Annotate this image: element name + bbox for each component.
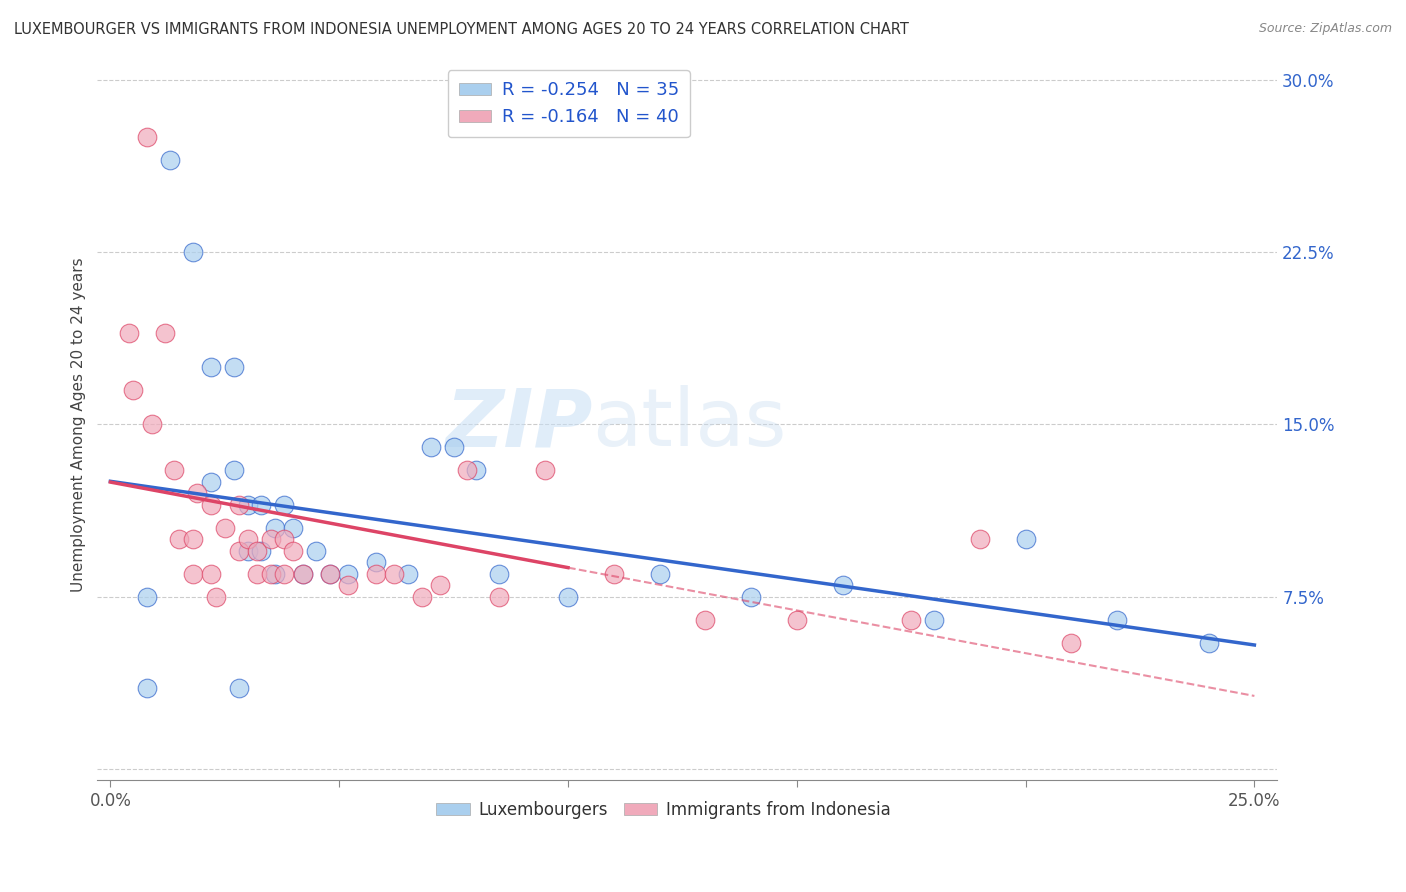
Point xyxy=(246,543,269,558)
Point xyxy=(181,566,204,581)
Point xyxy=(465,463,488,477)
Point xyxy=(236,543,259,558)
Point xyxy=(337,566,360,581)
Point xyxy=(488,566,510,581)
Point xyxy=(534,463,557,477)
Point xyxy=(118,326,141,340)
Point xyxy=(214,521,236,535)
Point xyxy=(396,566,419,581)
Point xyxy=(264,521,287,535)
Point xyxy=(1198,635,1220,649)
Point xyxy=(181,245,204,260)
Point xyxy=(456,463,478,477)
Point xyxy=(900,613,922,627)
Point xyxy=(222,359,245,374)
Point xyxy=(236,498,259,512)
Legend: Luxembourgers, Immigrants from Indonesia: Luxembourgers, Immigrants from Indonesia xyxy=(430,794,897,825)
Point xyxy=(228,543,250,558)
Point xyxy=(250,498,273,512)
Point xyxy=(264,566,287,581)
Text: Source: ZipAtlas.com: Source: ZipAtlas.com xyxy=(1258,22,1392,36)
Point xyxy=(186,486,208,500)
Point xyxy=(291,566,314,581)
Point xyxy=(443,441,465,455)
Point xyxy=(319,566,342,581)
Point xyxy=(382,566,405,581)
Point xyxy=(557,590,579,604)
Point xyxy=(236,532,259,546)
Point xyxy=(228,498,250,512)
Point xyxy=(204,590,226,604)
Text: atlas: atlas xyxy=(592,385,787,464)
Point xyxy=(648,566,671,581)
Point xyxy=(122,383,145,397)
Point xyxy=(488,590,510,604)
Point xyxy=(922,613,945,627)
Point xyxy=(831,578,853,592)
Point xyxy=(250,543,273,558)
Text: ZIP: ZIP xyxy=(446,385,592,464)
Point xyxy=(200,498,222,512)
Point xyxy=(259,566,281,581)
Point xyxy=(222,463,245,477)
Point xyxy=(283,521,305,535)
Point xyxy=(136,681,159,696)
Point xyxy=(167,532,190,546)
Text: LUXEMBOURGER VS IMMIGRANTS FROM INDONESIA UNEMPLOYMENT AMONG AGES 20 TO 24 YEARS: LUXEMBOURGER VS IMMIGRANTS FROM INDONESI… xyxy=(14,22,908,37)
Point xyxy=(786,613,808,627)
Point xyxy=(200,359,222,374)
Point xyxy=(273,532,295,546)
Y-axis label: Unemployment Among Ages 20 to 24 years: Unemployment Among Ages 20 to 24 years xyxy=(72,257,86,591)
Point xyxy=(364,566,387,581)
Point xyxy=(364,555,387,569)
Point xyxy=(695,613,717,627)
Point xyxy=(319,566,342,581)
Point xyxy=(273,498,295,512)
Point xyxy=(246,566,269,581)
Point xyxy=(969,532,991,546)
Point xyxy=(305,543,328,558)
Point xyxy=(228,681,250,696)
Point xyxy=(200,566,222,581)
Point xyxy=(141,417,163,432)
Point xyxy=(159,153,181,168)
Point xyxy=(1107,613,1129,627)
Point xyxy=(411,590,433,604)
Point xyxy=(603,566,626,581)
Point xyxy=(163,463,186,477)
Point xyxy=(136,590,159,604)
Point xyxy=(136,130,159,145)
Point xyxy=(1060,635,1083,649)
Point xyxy=(259,532,281,546)
Point xyxy=(419,441,441,455)
Point xyxy=(429,578,451,592)
Point xyxy=(181,532,204,546)
Point xyxy=(155,326,177,340)
Point xyxy=(1014,532,1036,546)
Point xyxy=(200,475,222,489)
Point xyxy=(291,566,314,581)
Point xyxy=(283,543,305,558)
Point xyxy=(740,590,762,604)
Point xyxy=(273,566,295,581)
Point xyxy=(337,578,360,592)
